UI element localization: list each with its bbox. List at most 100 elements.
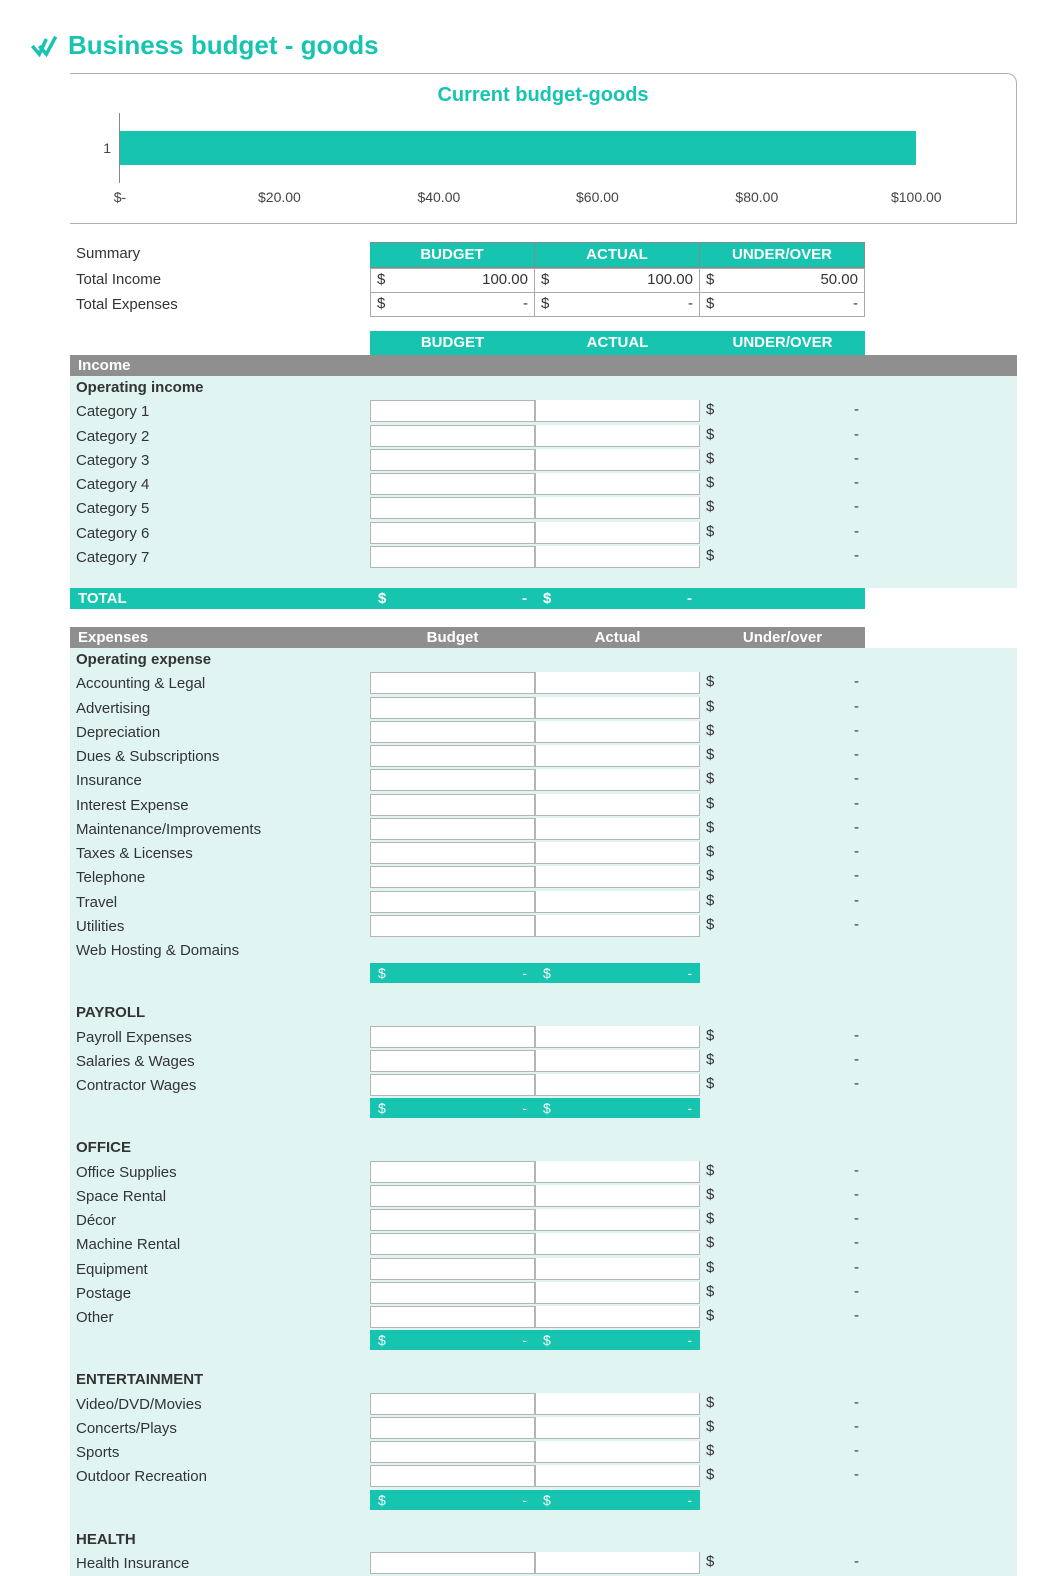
expense-budget-input[interactable] — [370, 794, 535, 816]
expense-budget-input[interactable] — [370, 1074, 535, 1096]
expenses-col-budget: Budget — [370, 627, 535, 648]
expense-subtotal-budget: $- — [370, 1490, 535, 1510]
expense-actual-input[interactable] — [535, 1393, 700, 1415]
income-actual-input[interactable] — [535, 425, 700, 447]
income-budget-input[interactable] — [370, 497, 535, 519]
expense-item-label: Office Supplies — [70, 1161, 370, 1185]
expense-actual-input[interactable] — [535, 769, 700, 791]
expense-actual-input[interactable] — [535, 1306, 700, 1328]
income-actual-input[interactable] — [535, 449, 700, 471]
expense-budget-input[interactable] — [370, 1552, 535, 1574]
income-total-actual: $- — [535, 588, 700, 609]
expense-budget-input[interactable] — [370, 1026, 535, 1048]
expense-budget-input[interactable] — [370, 1233, 535, 1255]
expense-budget-input[interactable] — [370, 891, 535, 913]
expense-actual-input[interactable] — [535, 866, 700, 888]
expense-actual-input[interactable] — [535, 697, 700, 719]
expense-actual-input[interactable] — [535, 1161, 700, 1183]
expense-budget-input[interactable] — [370, 1209, 535, 1231]
expense-budget-input[interactable] — [370, 1050, 535, 1072]
expense-budget-input[interactable] — [370, 842, 535, 864]
expense-actual-input[interactable] — [535, 1417, 700, 1439]
expense-budget-input[interactable] — [370, 866, 535, 888]
expense-actual-input[interactable] — [535, 1026, 700, 1048]
expense-actual-input[interactable] — [535, 1050, 700, 1072]
summary-cell: $100.00 — [370, 268, 535, 292]
chart-x-tick: $20.00 — [258, 189, 301, 205]
expense-actual-input[interactable] — [535, 1233, 700, 1255]
expense-actual-input[interactable] — [535, 842, 700, 864]
income-budget-input[interactable] — [370, 449, 535, 471]
income-budget-input[interactable] — [370, 400, 535, 422]
income-actual-input[interactable] — [535, 400, 700, 422]
expense-subtotal-actual: $- — [535, 1330, 700, 1350]
income-actual-input[interactable] — [535, 546, 700, 568]
expense-actual-input[interactable] — [535, 1465, 700, 1487]
income-actual-input[interactable] — [535, 473, 700, 495]
expense-actual-input[interactable] — [535, 1552, 700, 1574]
income-budget-input[interactable] — [370, 425, 535, 447]
expense-budget-input[interactable] — [370, 697, 535, 719]
expense-item-label: Video/DVD/Movies — [70, 1393, 370, 1417]
expense-budget-input[interactable] — [370, 1161, 535, 1183]
budget-sheet: Current budget-goods 1 $-$20.00$40.00$60… — [70, 73, 1017, 1576]
expense-item-label: Taxes & Licenses — [70, 842, 370, 866]
expense-uo-cell: $- — [700, 721, 865, 745]
expense-actual-input[interactable] — [535, 721, 700, 743]
expense-budget-input[interactable] — [370, 672, 535, 694]
expense-budget-input[interactable] — [370, 1306, 535, 1328]
detail-col-uo: UNDER/OVER — [700, 331, 865, 355]
expense-uo-cell: $- — [700, 1306, 865, 1330]
expense-uo-cell: $- — [700, 891, 865, 915]
expense-actual-input[interactable] — [535, 1258, 700, 1280]
expense-actual-input[interactable] — [535, 1441, 700, 1463]
expense-budget-input[interactable] — [370, 1393, 535, 1415]
summary-heading: Summary — [70, 242, 370, 268]
summary-cell: $- — [370, 293, 535, 317]
expense-budget-input[interactable] — [370, 1441, 535, 1463]
income-uo-cell: $- — [700, 546, 865, 570]
expense-subtotal-actual: $- — [535, 1098, 700, 1118]
expense-actual-input[interactable] — [535, 915, 700, 937]
expense-budget-input[interactable] — [370, 1258, 535, 1280]
expense-budget-input[interactable] — [370, 1282, 535, 1304]
expense-budget-input[interactable] — [370, 1417, 535, 1439]
expense-budget-input[interactable] — [370, 721, 535, 743]
chart-bar — [120, 131, 916, 165]
expense-actual-input[interactable] — [535, 745, 700, 767]
expense-budget-input[interactable] — [370, 915, 535, 937]
expense-uo-cell: $- — [700, 866, 865, 890]
summary-cell: $50.00 — [700, 268, 865, 292]
income-budget-input[interactable] — [370, 473, 535, 495]
income-actual-input[interactable] — [535, 497, 700, 519]
expense-actual-input[interactable] — [535, 672, 700, 694]
chart-plot — [120, 113, 996, 183]
income-uo-cell: $- — [700, 449, 865, 473]
expense-budget-input[interactable] — [370, 1465, 535, 1487]
expense-budget-input[interactable] — [370, 818, 535, 840]
expense-actual-input[interactable] — [535, 891, 700, 913]
expense-uo-cell: $- — [700, 1417, 865, 1441]
expense-item-label: Depreciation — [70, 721, 370, 745]
income-actual-input[interactable] — [535, 522, 700, 544]
expense-uo-cell: $- — [700, 672, 865, 696]
expense-item-label: Other — [70, 1306, 370, 1330]
expense-actual-input[interactable] — [535, 794, 700, 816]
expense-uo-cell: $- — [700, 1465, 865, 1489]
expense-budget-input[interactable] — [370, 769, 535, 791]
expense-item-label: Health Insurance — [70, 1552, 370, 1576]
expense-uo-cell: $- — [700, 697, 865, 721]
expense-actual-input[interactable] — [535, 1282, 700, 1304]
income-budget-input[interactable] — [370, 522, 535, 544]
expense-budget-input[interactable] — [370, 745, 535, 767]
expense-actual-input[interactable] — [535, 1185, 700, 1207]
expense-actual-input[interactable] — [535, 1074, 700, 1096]
expense-item-label: Dues & Subscriptions — [70, 745, 370, 769]
expense-budget-input[interactable] — [370, 1185, 535, 1207]
income-total-label: TOTAL — [70, 588, 370, 609]
expense-actual-input[interactable] — [535, 1209, 700, 1231]
expense-actual-input[interactable] — [535, 818, 700, 840]
income-total-budget: $- — [370, 588, 535, 609]
income-budget-input[interactable] — [370, 546, 535, 568]
summary-col-uo: UNDER/OVER — [700, 242, 865, 268]
